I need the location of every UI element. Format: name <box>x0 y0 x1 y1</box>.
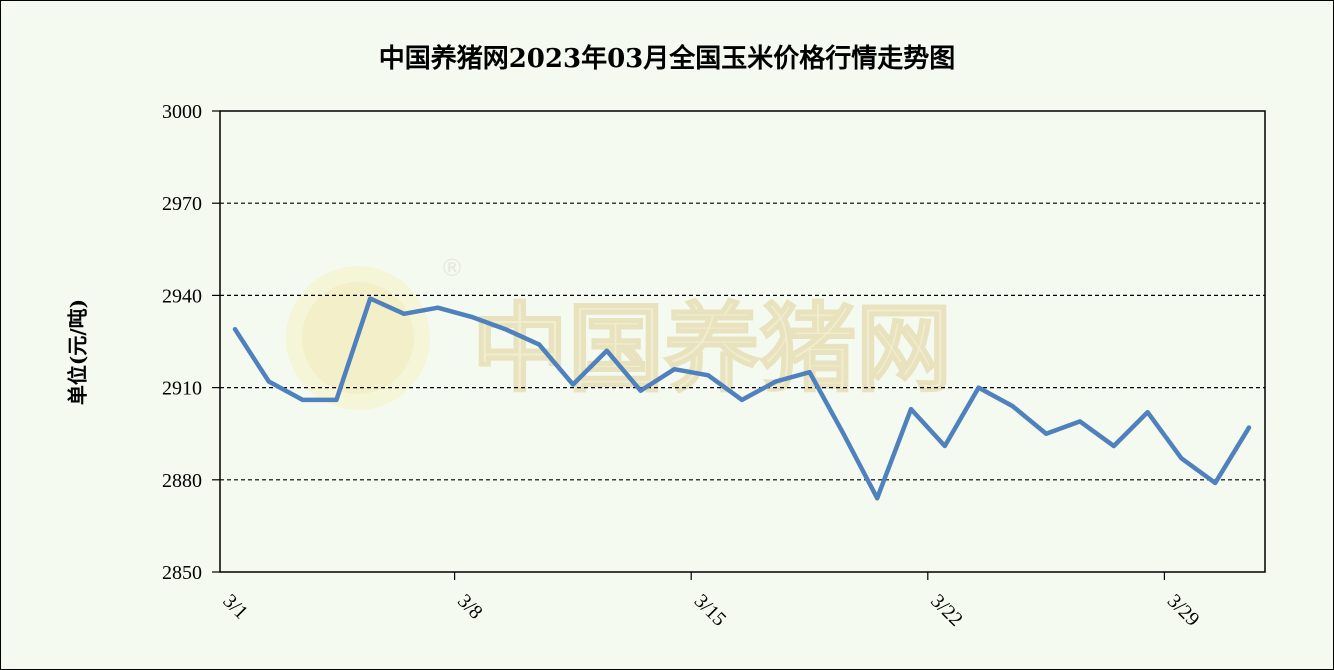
data-point <box>233 327 237 331</box>
data-point <box>334 398 338 402</box>
watermark: ® 中国养猪网 <box>286 254 953 410</box>
data-point <box>977 386 981 390</box>
data-point <box>470 315 474 319</box>
plot-area-border <box>219 110 1266 573</box>
data-point <box>1078 419 1082 423</box>
watermark-registered-mark: ® <box>440 254 464 282</box>
data-point <box>267 379 271 383</box>
y-axis: 3000 2970 2940 2910 2880 2850 <box>162 101 220 584</box>
data-point <box>909 407 913 411</box>
y-tick-label: 2940 <box>162 285 202 307</box>
data-point <box>740 398 744 402</box>
data-point <box>774 379 778 383</box>
y-tick-label: 2880 <box>162 470 202 492</box>
y-tick-label: 3000 <box>162 101 202 123</box>
x-tick-label: 3/1 <box>218 590 252 624</box>
data-point <box>706 373 710 377</box>
x-tick-label: 3/8 <box>453 590 487 624</box>
grid <box>220 202 1265 481</box>
data-point <box>503 327 507 331</box>
y-tick-label: 2910 <box>162 378 202 400</box>
data-point <box>1247 426 1251 430</box>
data-point <box>537 343 541 347</box>
series-group <box>232 296 1252 501</box>
data-point <box>1179 456 1183 460</box>
data-point <box>1044 432 1048 436</box>
data-point <box>1146 410 1150 414</box>
x-axis: 3/1 3/8 3/15 3/22 3/29 <box>218 572 1204 631</box>
data-point <box>1213 481 1217 485</box>
data-point <box>368 296 372 300</box>
chart-title: 中国养猪网2023年03月全国玉米价格行情走势图 <box>378 44 956 74</box>
x-tick-label: 3/22 <box>926 590 967 631</box>
data-point <box>1010 404 1014 408</box>
data-point <box>1112 444 1116 448</box>
y-tick-label: 2850 <box>162 562 202 584</box>
data-point <box>301 398 305 402</box>
data-point <box>605 349 609 353</box>
y-tick-label: 2970 <box>162 193 202 215</box>
data-point <box>436 306 440 310</box>
data-point <box>672 367 676 371</box>
data-point <box>943 444 947 448</box>
data-point <box>808 370 812 374</box>
data-point <box>402 312 406 316</box>
x-tick-label: 3/29 <box>1163 590 1204 631</box>
data-point <box>639 389 643 393</box>
data-point <box>841 432 845 436</box>
data-point <box>571 383 575 387</box>
data-point <box>875 496 879 500</box>
x-tick-label: 3/15 <box>690 590 731 631</box>
